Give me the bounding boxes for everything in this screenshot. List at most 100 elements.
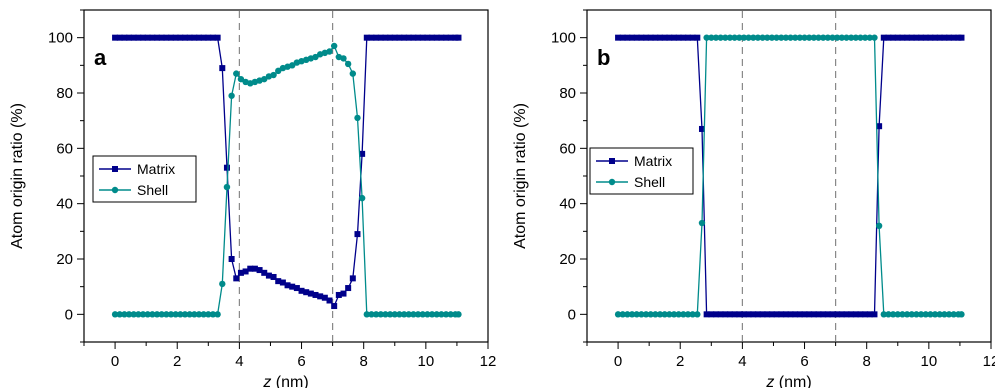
matrix-point — [349, 275, 356, 282]
matrix-point — [382, 34, 389, 41]
matrix-point — [792, 311, 799, 318]
matrix-point — [219, 65, 226, 72]
panel-b: 0 2 4 6 8 10 12 0 20 40 60 80 100 z (nm) Atom origin r… — [512, 9, 995, 388]
matrix-point — [354, 231, 361, 238]
shell-point — [414, 311, 422, 318]
shell-point — [410, 311, 417, 318]
shell-point — [885, 311, 892, 318]
matrix-point — [638, 34, 645, 41]
y-tick-label: 40 — [559, 196, 576, 213]
matrix-point — [335, 291, 342, 298]
shell-point — [363, 311, 370, 318]
matrix-point — [759, 311, 766, 318]
panel-a: 0 2 4 6 8 10 12 0 20 40 60 80 100 z (nm) Atom origin r… — [9, 9, 496, 388]
shell-point — [889, 311, 897, 318]
x-tick-label: 4 — [738, 353, 746, 370]
matrix-point — [140, 34, 147, 41]
matrix-point — [894, 34, 901, 41]
matrix-point — [321, 294, 328, 301]
shell-point — [726, 34, 734, 41]
matrix-point — [843, 311, 850, 318]
shell-point — [806, 34, 813, 41]
shell-point — [354, 114, 361, 122]
shell-point — [810, 34, 818, 41]
matrix-point — [298, 287, 305, 294]
matrix-point — [396, 34, 403, 41]
matrix-point — [377, 34, 384, 41]
y-tick-label: 20 — [56, 251, 73, 268]
shell-point — [745, 34, 752, 41]
matrix-point — [177, 34, 184, 41]
shell-point — [275, 67, 282, 75]
matrix-point — [172, 34, 179, 41]
matrix-point — [745, 311, 752, 318]
matrix-point — [429, 34, 436, 41]
matrix-point — [303, 289, 310, 296]
legend-matrix-label: Matrix — [634, 153, 672, 169]
shell-point — [754, 34, 762, 41]
shell-point — [759, 34, 766, 41]
shell-point — [372, 311, 380, 318]
matrix-point — [228, 256, 235, 262]
shell-point — [922, 311, 929, 318]
shell-point — [708, 34, 715, 41]
shell-point — [447, 311, 454, 318]
matrix-point — [834, 311, 841, 318]
matrix-point — [135, 34, 142, 41]
matrix-point — [619, 34, 626, 41]
matrix-point — [191, 34, 198, 41]
matrix-point — [345, 285, 352, 292]
shell-point — [778, 34, 785, 41]
shell-point — [722, 34, 729, 41]
matrix-point — [866, 311, 873, 318]
matrix-point — [862, 311, 869, 318]
matrix-point — [116, 34, 123, 41]
shell-point — [186, 311, 193, 318]
matrix-point — [340, 290, 347, 297]
matrix-point — [643, 34, 650, 41]
shell-point — [936, 311, 943, 318]
matrix-point — [251, 265, 258, 272]
shell-point — [689, 311, 696, 318]
shell-point — [237, 75, 245, 83]
shell-point — [712, 34, 720, 41]
matrix-point — [130, 34, 137, 41]
matrix-point — [913, 34, 920, 41]
matrix-point — [647, 34, 654, 41]
shell-point — [796, 34, 804, 41]
shell-point — [792, 34, 799, 41]
shell-point — [703, 34, 710, 41]
matrix-point — [899, 34, 906, 41]
shell-point — [833, 34, 841, 41]
y-tick-label: 100 — [551, 30, 576, 47]
shell-point — [801, 34, 808, 41]
legend: Matrix Shell — [589, 147, 694, 195]
shell-point — [158, 311, 165, 318]
shell-point — [442, 311, 450, 318]
matrix-point — [433, 34, 440, 41]
matrix-point — [410, 34, 417, 41]
matrix-point — [876, 123, 883, 130]
shell-point — [144, 311, 151, 318]
shell-point — [908, 311, 915, 318]
y-tick-label: 20 — [559, 251, 576, 268]
shell-point — [931, 311, 939, 318]
matrix-point — [666, 34, 673, 41]
shell-point — [312, 53, 319, 61]
shell-point — [163, 311, 170, 318]
shell-point — [670, 311, 678, 318]
shell-point — [358, 194, 366, 202]
shell-point — [871, 34, 878, 41]
matrix-point — [387, 34, 394, 41]
shell-point — [824, 34, 832, 41]
matrix-point — [317, 293, 324, 300]
shell-point — [619, 311, 626, 318]
matrix-point — [918, 34, 925, 41]
matrix-point — [754, 311, 761, 318]
matrix-point — [242, 268, 249, 275]
matrix-point — [158, 34, 165, 41]
shell-point — [899, 311, 906, 318]
matrix-point — [941, 34, 948, 41]
matrix-point — [904, 34, 911, 41]
